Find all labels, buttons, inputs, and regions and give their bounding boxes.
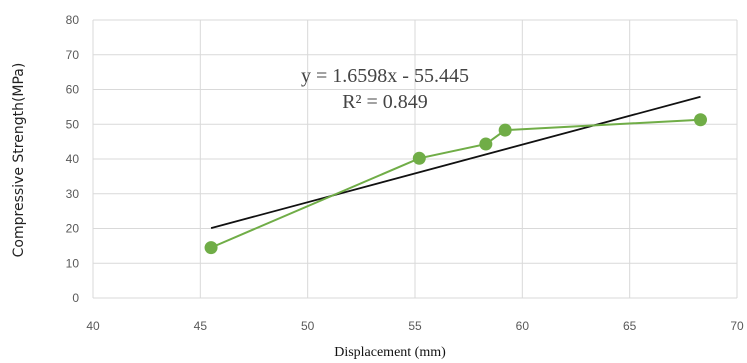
x-tick-labels: 40 45 50 55 60 65 70 [86, 319, 744, 333]
y-tick-label: 10 [66, 256, 80, 270]
y-tick-label: 50 [66, 117, 80, 131]
x-tick-label: 50 [301, 319, 315, 333]
x-axis-label: Displacement (mm) [334, 345, 446, 360]
y-axis-label: Compressive Strength(MPa) [11, 63, 27, 258]
x-tick-label: 40 [86, 319, 100, 333]
series-group [205, 113, 707, 254]
data-point [205, 241, 218, 254]
y-tick-label: 70 [66, 48, 80, 62]
x-tick-label: 70 [730, 319, 744, 333]
y-tick-label: 20 [66, 222, 80, 236]
y-tick-label: 80 [66, 13, 80, 27]
data-point [479, 138, 492, 151]
x-tick-label: 45 [194, 319, 208, 333]
data-point [499, 124, 512, 137]
x-tick-label: 60 [516, 319, 530, 333]
trendline-group [211, 97, 700, 228]
trendline-r2: R² = 0.849 [342, 91, 428, 113]
y-tick-label: 0 [72, 291, 79, 305]
y-tick-labels: 0 10 20 30 40 50 60 70 80 [66, 13, 80, 305]
trendline-equation: y = 1.6598x - 55.445 [301, 65, 469, 87]
data-point [413, 152, 426, 165]
x-tick-label: 65 [623, 319, 637, 333]
y-tick-label: 60 [66, 83, 80, 97]
trendline [211, 97, 700, 228]
data-point [694, 113, 707, 126]
x-tick-label: 55 [408, 319, 422, 333]
y-tick-label: 30 [66, 187, 80, 201]
y-tick-label: 40 [66, 152, 80, 166]
